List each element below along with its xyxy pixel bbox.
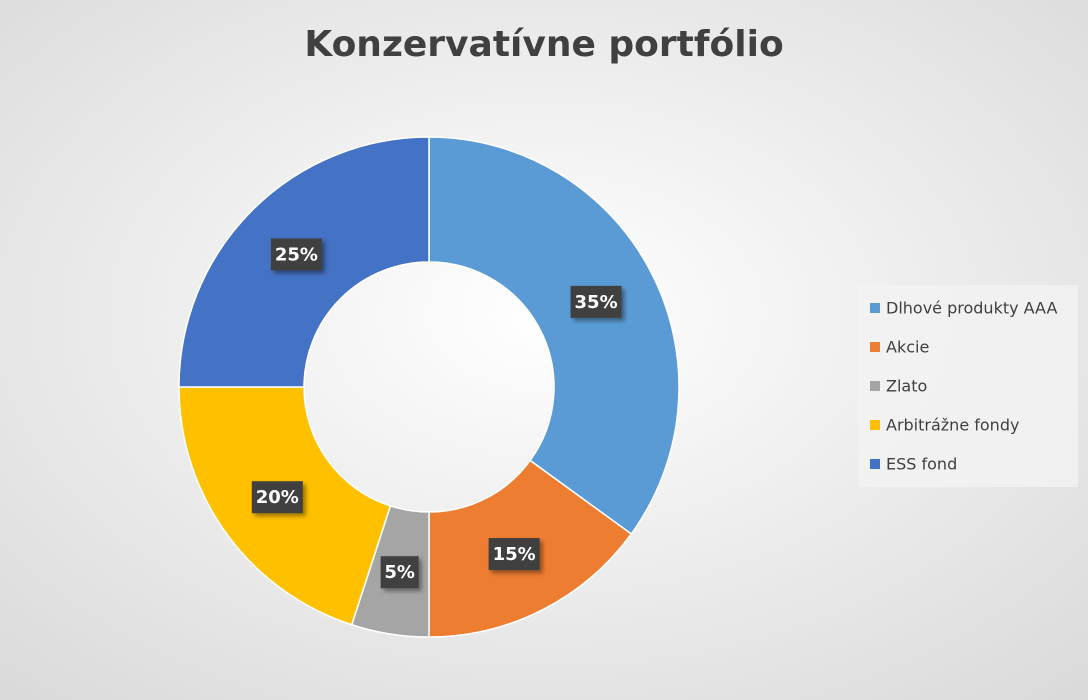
data-label: 20% — [256, 487, 299, 508]
legend-swatch — [870, 342, 880, 352]
legend-swatch — [870, 420, 880, 430]
data-label-box — [270, 238, 322, 271]
data-label-box — [570, 285, 622, 318]
data-label: 5% — [384, 562, 415, 583]
legend-swatch — [870, 459, 880, 469]
data-label-box — [251, 481, 303, 514]
legend-label: Arbitrážne fondy — [886, 416, 1019, 435]
legend-label: ESS fond — [886, 455, 957, 474]
data-label-box — [380, 556, 419, 589]
legend-box — [858, 285, 1078, 487]
data-label-box — [488, 538, 540, 571]
legend-label: Akcie — [886, 338, 929, 357]
donut-slice — [428, 136, 680, 535]
data-label: 15% — [493, 544, 536, 565]
legend-label: Zlato — [886, 377, 927, 396]
legend-swatch — [870, 381, 880, 391]
legend-label: Dlhové produkty AAA — [886, 299, 1057, 318]
legend-swatch — [870, 303, 880, 313]
data-label: 35% — [575, 292, 618, 313]
data-label: 25% — [275, 244, 318, 265]
chart-title: Konzervatívne portfólio — [304, 24, 783, 65]
